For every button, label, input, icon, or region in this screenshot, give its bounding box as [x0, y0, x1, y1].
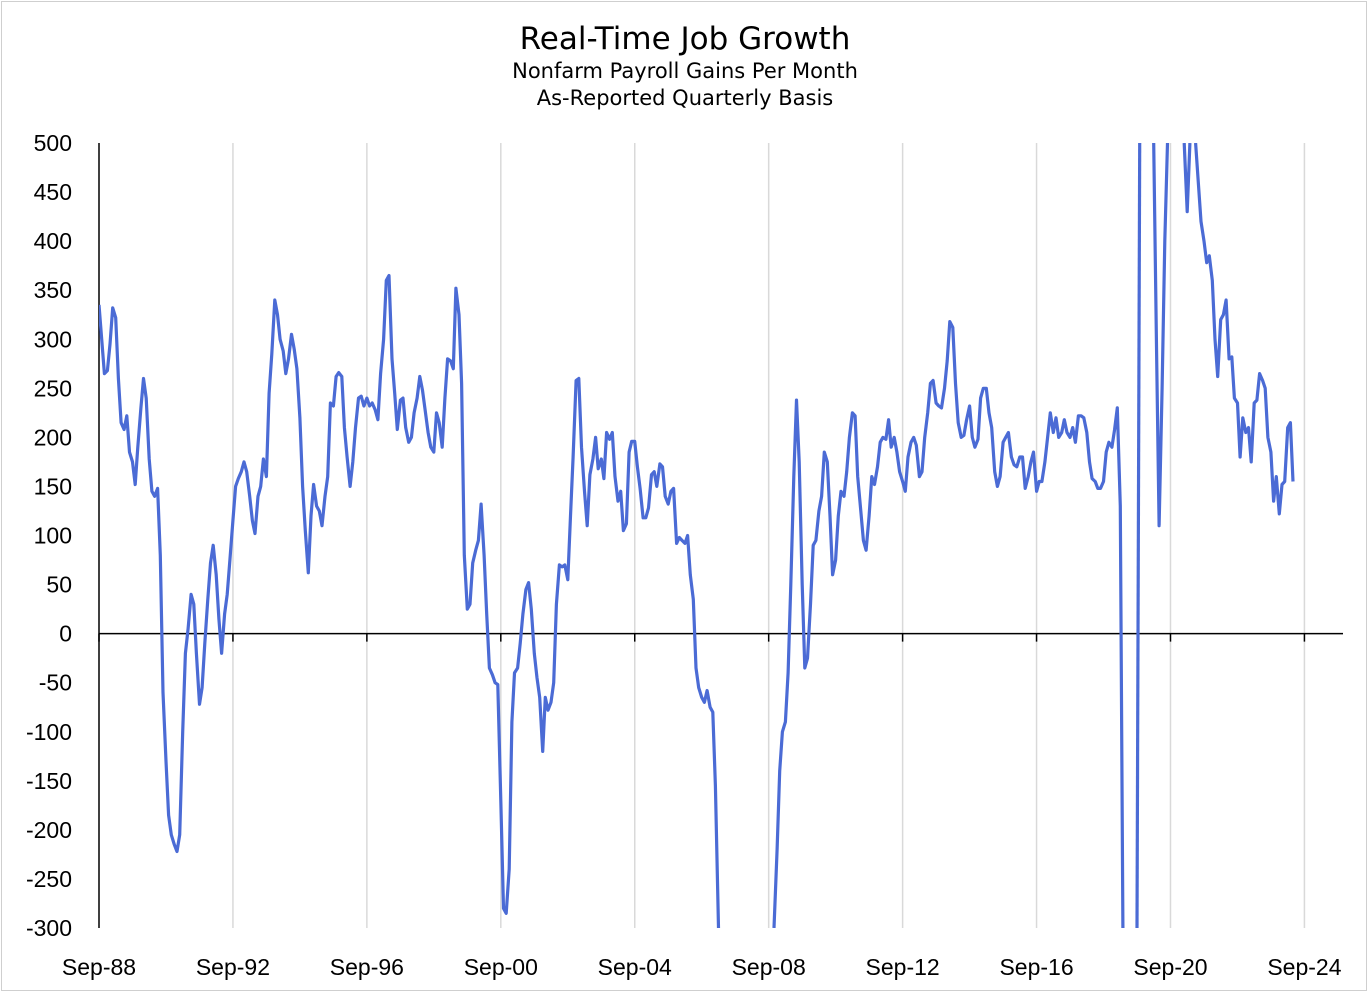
y-tick-label: 100	[34, 523, 72, 549]
series-line-segment	[772, 320, 1125, 928]
x-tick-label: Sep-08	[732, 954, 806, 980]
x-tick-label: Sep-12	[866, 954, 940, 980]
series-line-segment	[1135, 143, 1142, 928]
y-tick-label: 450	[34, 179, 72, 205]
chart-subtitle-2: As-Reported Quarterly Basis	[536, 86, 834, 110]
y-tick-label: 350	[34, 277, 72, 303]
y-axis-ticks: 500450400350300250200150100500-50-100-15…	[26, 130, 72, 941]
x-tick-label: Sep-24	[1267, 954, 1341, 980]
x-tick-label: Sep-20	[1133, 954, 1207, 980]
y-tick-label: 300	[34, 326, 72, 352]
y-tick-label: 50	[46, 572, 72, 598]
series-line-segment	[1194, 143, 1295, 516]
y-tick-label: 400	[34, 228, 72, 254]
chart-title: Real-Time Job Growth	[519, 21, 851, 57]
y-tick-label: 500	[34, 130, 72, 156]
y-tick-label: 0	[59, 621, 72, 647]
y-tick-label: -250	[26, 866, 72, 892]
x-axis-ticks: Sep-88 Sep-92 Sep-96 Sep-00 Sep-04 Sep-08 Sep-…	[62, 633, 1342, 980]
series-line-segment	[99, 273, 721, 928]
y-tick-label: -150	[26, 768, 72, 794]
vertical-gridlines	[232, 143, 1306, 928]
y-tick-label: 150	[34, 473, 72, 499]
y-tick-label: 200	[34, 424, 72, 450]
series-line-segment	[1152, 143, 1170, 528]
x-tick-label: Sep-04	[598, 954, 672, 980]
y-tick-label: -50	[39, 670, 72, 696]
data-series	[99, 143, 1295, 928]
x-tick-label: Sep-16	[999, 954, 1073, 980]
x-tick-label: Sep-92	[196, 954, 270, 980]
y-tick-label: -200	[26, 817, 72, 843]
y-tick-label: -100	[26, 719, 72, 745]
series-line-segment	[1182, 143, 1192, 214]
chart-titles: Real-Time Job Growth Nonfarm Payroll Gai…	[0, 20, 1370, 112]
x-tick-label: Sep-96	[330, 954, 404, 980]
chart-subtitle-1: Nonfarm Payroll Gains Per Month	[512, 59, 858, 83]
x-tick-label: Sep-88	[62, 954, 136, 980]
y-tick-label: -300	[26, 915, 72, 941]
x-tick-label: Sep-00	[464, 954, 538, 980]
y-tick-label: 250	[34, 375, 72, 401]
